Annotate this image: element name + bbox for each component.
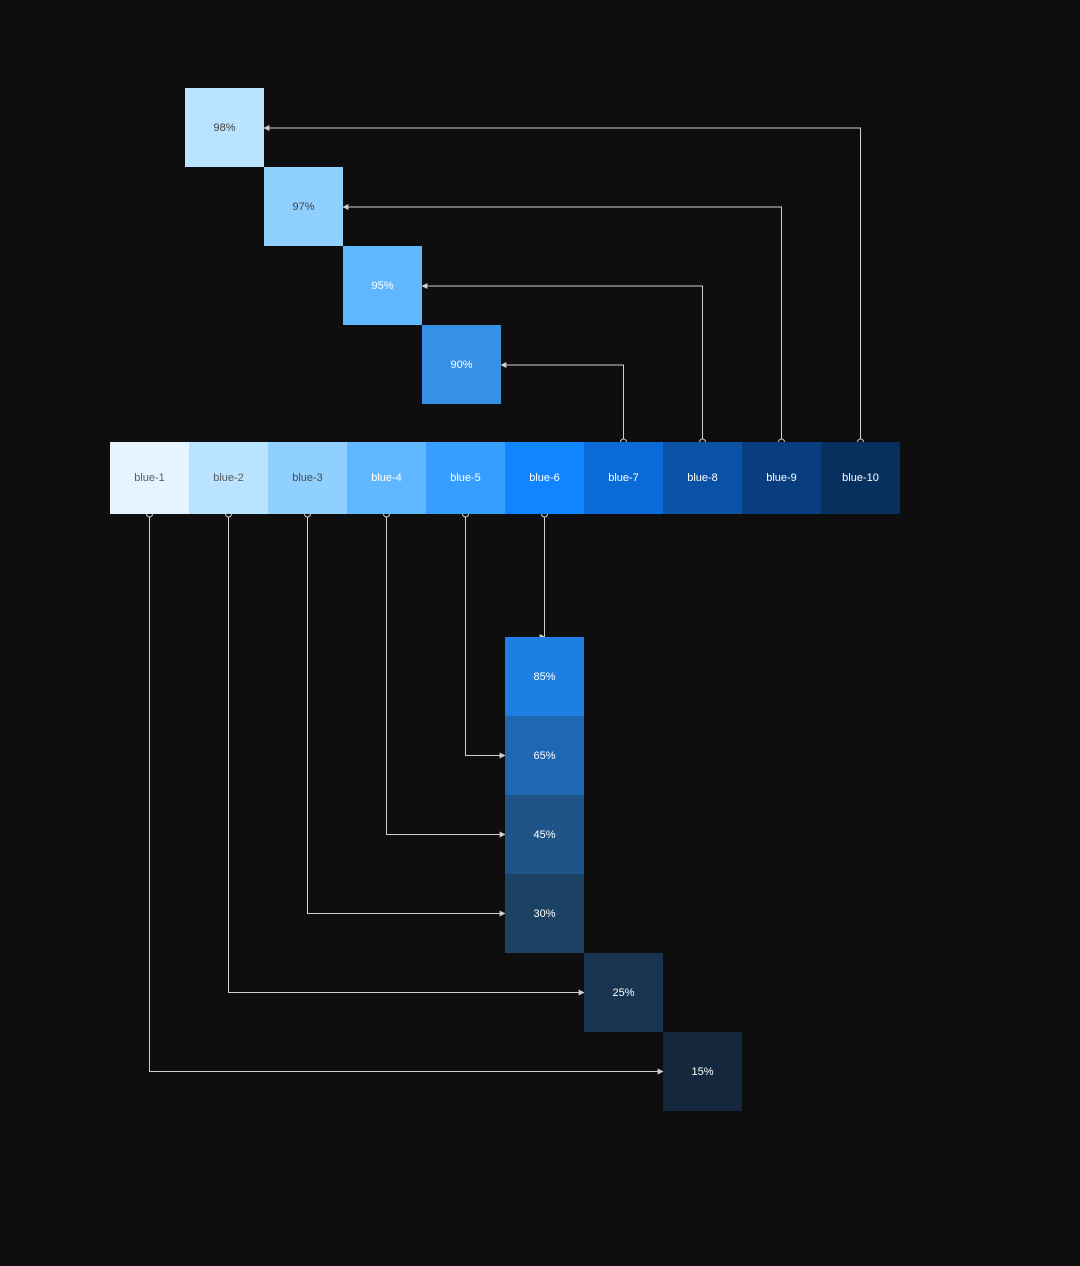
palette-swatch-2: blue-2	[189, 442, 268, 514]
top-box-1: 98%	[185, 88, 264, 167]
bottom-box-1-label: 85%	[533, 671, 555, 683]
bottom-box-3: 45%	[505, 795, 584, 874]
bottom-box-6-label: 15%	[691, 1066, 713, 1078]
palette-swatch-5-label: blue-5	[450, 472, 481, 484]
top-box-4: 90%	[422, 325, 501, 404]
palette-swatch-4-label: blue-4	[371, 472, 402, 484]
diagram-canvas: blue-1 blue-2 blue-3 blue-4 blue-5 blue-6 blue…	[0, 0, 1080, 1266]
bottom-box-1: 85%	[505, 637, 584, 716]
top-box-4-label: 90%	[450, 359, 472, 371]
palette-swatch-9-label: blue-9	[766, 472, 797, 484]
palette-swatch-3-label: blue-3	[292, 472, 323, 484]
palette-swatch-9: blue-9	[742, 442, 821, 514]
bottom-box-5-label: 25%	[612, 987, 634, 999]
bottom-box-5: 25%	[584, 953, 663, 1032]
palette-swatch-8-label: blue-8	[687, 472, 718, 484]
palette-swatch-10: blue-10	[821, 442, 900, 514]
palette-swatch-1-label: blue-1	[134, 472, 165, 484]
palette-swatch-6: blue-6	[505, 442, 584, 514]
palette-swatch-6-label: blue-6	[529, 472, 560, 484]
palette-swatch-1: blue-1	[110, 442, 189, 514]
bottom-box-4-label: 30%	[533, 908, 555, 920]
bottom-box-2: 65%	[505, 716, 584, 795]
top-box-1-label: 98%	[213, 122, 235, 134]
palette-swatch-2-label: blue-2	[213, 472, 244, 484]
palette-swatch-7: blue-7	[584, 442, 663, 514]
palette-swatch-7-label: blue-7	[608, 472, 639, 484]
palette-swatch-10-label: blue-10	[842, 472, 879, 484]
top-box-2-label: 97%	[292, 201, 314, 213]
bottom-box-4: 30%	[505, 874, 584, 953]
palette-swatch-8: blue-8	[663, 442, 742, 514]
top-box-3: 95%	[343, 246, 422, 325]
palette-swatch-3: blue-3	[268, 442, 347, 514]
top-box-2: 97%	[264, 167, 343, 246]
palette-swatch-4: blue-4	[347, 442, 426, 514]
bottom-box-2-label: 65%	[533, 750, 555, 762]
bottom-box-3-label: 45%	[533, 829, 555, 841]
palette-swatch-5: blue-5	[426, 442, 505, 514]
bottom-box-6: 15%	[663, 1032, 742, 1111]
top-box-3-label: 95%	[371, 280, 393, 292]
edges-overlay	[0, 0, 1080, 1266]
